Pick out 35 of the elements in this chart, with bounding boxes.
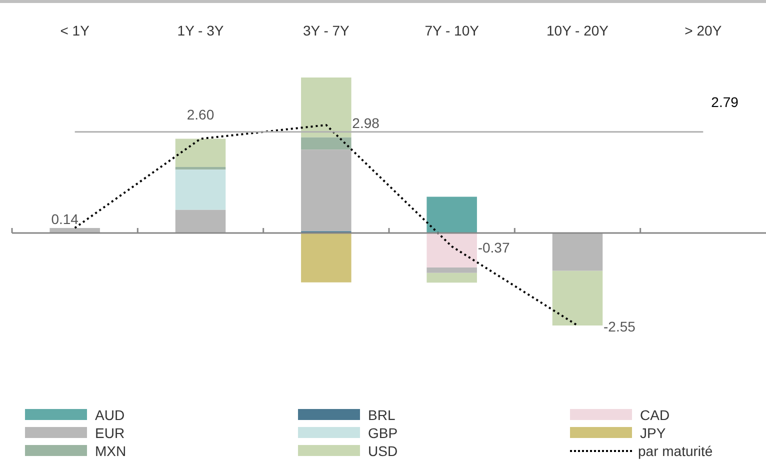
- bar: [175, 210, 226, 234]
- bar: [301, 150, 352, 232]
- ref-line-label: 2.79: [711, 94, 739, 110]
- bar: [426, 272, 477, 283]
- legend-label: MXN: [95, 442, 126, 458]
- legend-label: CAD: [640, 406, 670, 422]
- data-label: -0.37: [478, 239, 510, 256]
- bar: [426, 267, 477, 273]
- legend-label: par maturité: [638, 442, 713, 458]
- bar: [175, 170, 226, 210]
- x-tick-label: 7Y - 10Y: [424, 22, 480, 38]
- data-label: -2.55: [604, 318, 636, 334]
- bar: [426, 233, 477, 268]
- legend-label: AUD: [95, 406, 125, 422]
- legend-label: GBP: [368, 424, 398, 440]
- bar: [426, 196, 477, 234]
- legend-label: BRL: [368, 406, 396, 422]
- data-label: 2.98: [352, 114, 380, 131]
- x-tick-label: > 20Y: [684, 22, 722, 38]
- bar: [301, 78, 352, 138]
- bar: [552, 233, 603, 271]
- legend-label: EUR: [95, 424, 125, 440]
- x-tick-label: 3Y - 7Y: [302, 22, 350, 38]
- x-tick-label: < 1Y: [60, 22, 90, 38]
- data-label: 2.60: [186, 106, 214, 123]
- x-tick-label: 10Y - 20Y: [546, 22, 610, 38]
- bar: [552, 270, 603, 326]
- bar: [175, 167, 226, 170]
- bar: [175, 138, 226, 168]
- bar: [301, 233, 352, 282]
- legend-label: USD: [368, 442, 398, 458]
- data-label: 0.14: [51, 210, 79, 227]
- x-tick-label: 1Y - 3Y: [177, 22, 224, 38]
- bar: [301, 137, 352, 150]
- legend-label: JPY: [640, 424, 666, 440]
